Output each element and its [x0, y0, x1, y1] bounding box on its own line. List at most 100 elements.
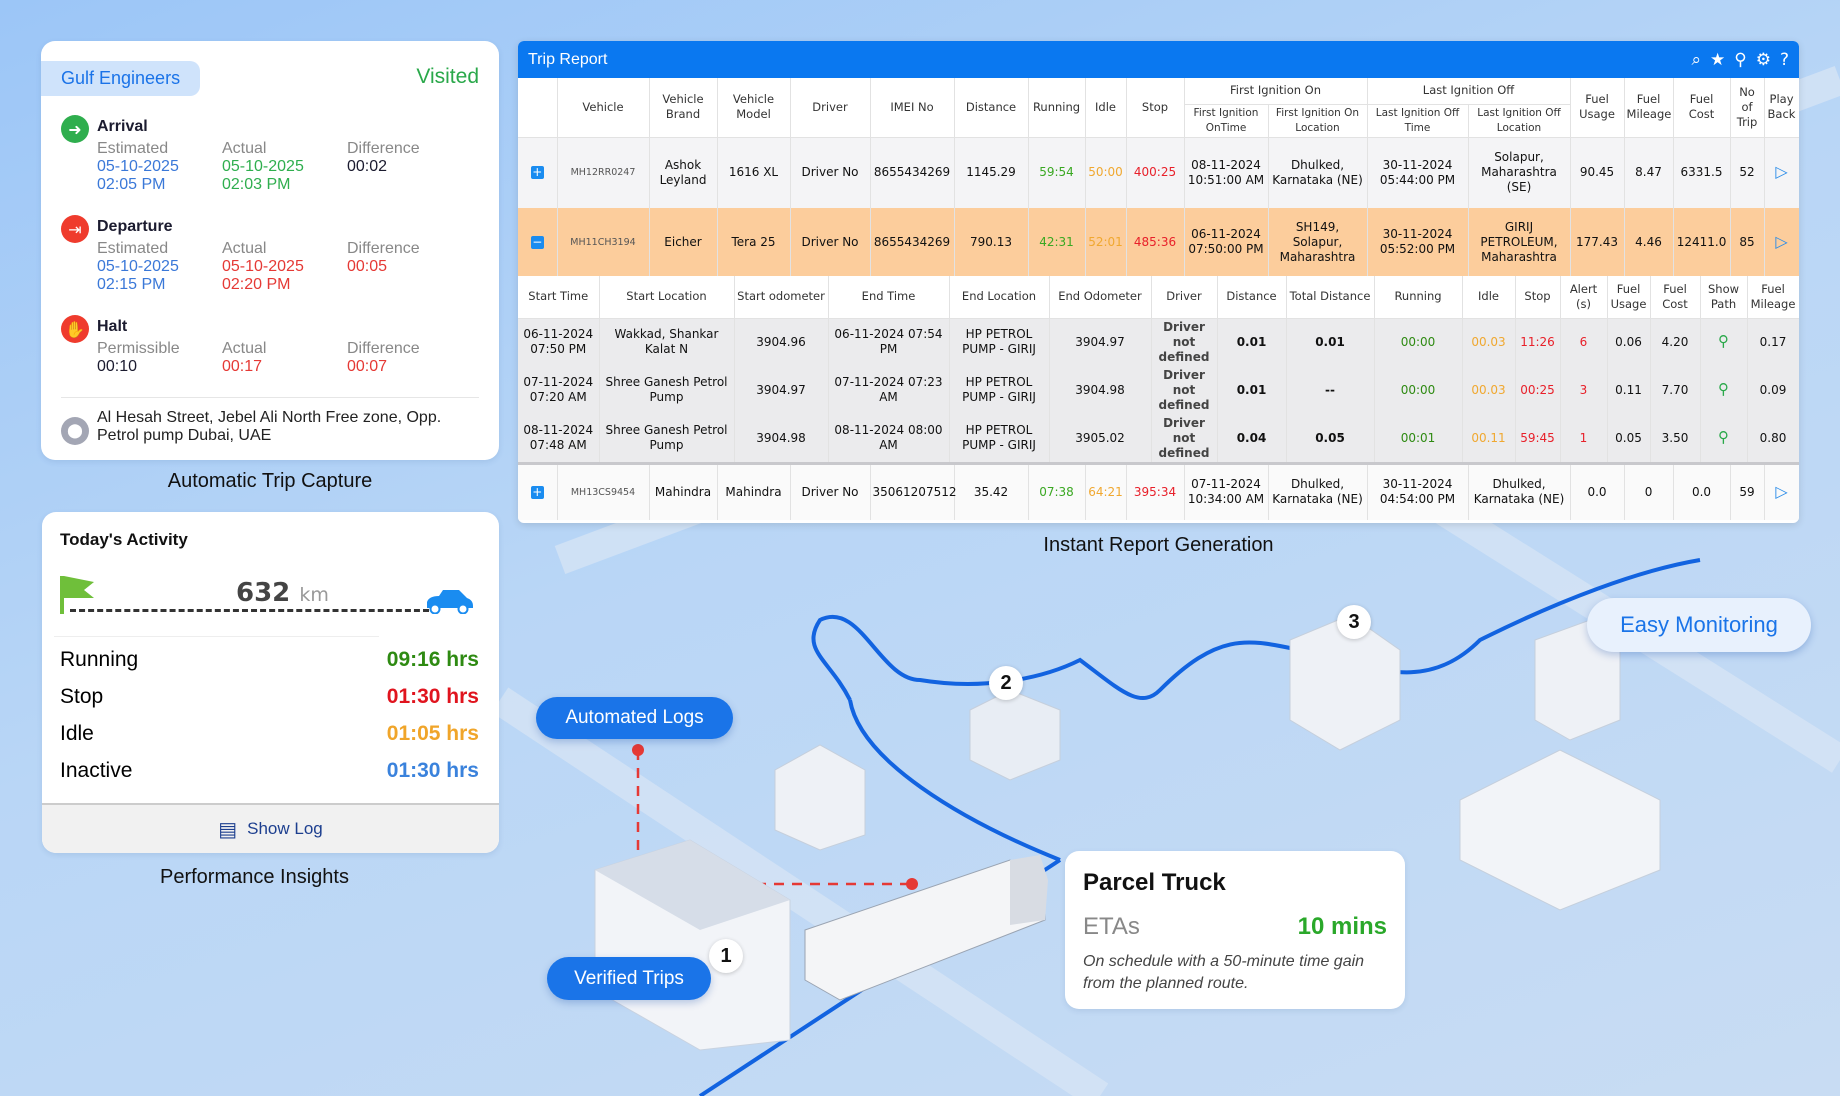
column-header: Stop	[1515, 276, 1561, 319]
distance-value: 632	[236, 578, 291, 608]
table-cell: 3904.98	[1049, 366, 1152, 414]
star-icon[interactable]: ★	[1710, 49, 1726, 70]
value: 01:30 hrs	[386, 759, 479, 782]
column-header[interactable]: IMEI No	[870, 78, 955, 138]
arrival-actual-time: 02:03 PM	[222, 176, 291, 193]
column-header[interactable]: Idle	[1085, 78, 1127, 138]
eta-value: 10 mins	[1297, 913, 1387, 940]
departure-icon: ⇥	[61, 215, 89, 243]
gear-icon[interactable]: ⚙	[1755, 49, 1771, 70]
table-cell: 8655434269	[870, 208, 955, 276]
table-cell: 11:26	[1515, 318, 1561, 366]
table-cell: GIRIJ PETROLEUM, Maharashtra	[1468, 208, 1571, 276]
table-cell: Driver No	[790, 137, 871, 208]
column-header[interactable]: Fuel Mileage	[1624, 78, 1674, 138]
search-icon[interactable]: ⌕	[1691, 49, 1702, 70]
show-log-button[interactable]: ▤ Show Log	[42, 803, 499, 853]
value: 01:05 hrs	[386, 722, 479, 745]
table-cell: 7.70	[1650, 366, 1701, 414]
route-pins-icon[interactable]: ⚲	[1718, 380, 1729, 398]
label: Running	[60, 648, 139, 671]
table-cell: 06-11-2024 07:50 PM	[518, 318, 600, 366]
table-cell: 30-11-2024 05:44:00 PM	[1367, 137, 1469, 208]
table-cell: 00:25	[1515, 366, 1561, 414]
column-header: Fuel Mileage	[1747, 276, 1799, 319]
trip-report-title: Trip Report	[528, 50, 608, 68]
table-cell: 0.01	[1217, 366, 1287, 414]
label: Estimated	[97, 140, 169, 157]
column-header[interactable]: Vehicle	[557, 78, 650, 138]
table-cell: 07:38	[1028, 463, 1086, 520]
route-pins-icon[interactable]: ⚲	[1718, 332, 1729, 351]
label: Actual	[222, 240, 267, 257]
sub-table-row-item: 06-11-2024 07:50 PM Wakkad, Shankar Kalat…	[518, 318, 1799, 366]
table-cell: 0.09	[1747, 366, 1799, 414]
car-icon	[425, 588, 475, 618]
route-pins-icon[interactable]: ⚲	[1718, 428, 1729, 446]
column-header: Total Distance	[1286, 276, 1375, 319]
table-cell: 35.42	[954, 463, 1029, 520]
table-cell: 0.01	[1217, 318, 1287, 366]
table-cell: 400:25	[1126, 137, 1185, 208]
table-cell: 0.0	[1673, 463, 1731, 520]
label: Permissible	[97, 340, 180, 357]
column-header[interactable]: Running	[1028, 78, 1086, 138]
departure-actual-date: 05-10-2025	[222, 258, 304, 275]
column-header: First Ignition On Location	[1268, 104, 1368, 138]
table-cell: 177.43	[1570, 208, 1625, 276]
column-header[interactable]: Play Back	[1764, 78, 1799, 138]
column-header: Driver	[1151, 276, 1218, 319]
table-cell: 0.01	[1286, 318, 1375, 366]
divider	[61, 397, 479, 398]
table-cell: Driver not defined	[1151, 414, 1218, 462]
label: Difference	[347, 340, 420, 357]
column-header: Last Ignition Off Location	[1468, 104, 1571, 138]
table-cell: SH149, Solapur, Maharashtra	[1268, 208, 1368, 276]
column-header: Idle	[1462, 276, 1516, 319]
sub-table-row-item: 08-11-2024 07:48 AM Shree Ganesh Petrol P…	[518, 414, 1799, 462]
activity-inactive: Inactive 01:30 hrs	[60, 759, 479, 783]
column-header	[518, 78, 558, 138]
column-header[interactable]: Distance	[954, 78, 1029, 138]
arrival-title: Arrival	[97, 118, 148, 135]
table-cell: MH12RR0247	[557, 137, 650, 208]
collapse-button[interactable]: −	[530, 234, 544, 249]
play-icon[interactable]: ▷	[1775, 162, 1788, 182]
departure-title: Departure	[97, 218, 173, 235]
play-icon[interactable]: ▷	[1775, 481, 1788, 501]
filter-icon[interactable]: ⚲	[1734, 49, 1747, 70]
table-cell: 06-11-2024 07:50:00 PM	[1184, 208, 1269, 276]
trip-detail-table: Start Time Start Location Start odometer En…	[518, 276, 1799, 462]
table-cell: 07-11-2024 07:23 AM	[828, 366, 950, 414]
expand-button[interactable]: +	[530, 165, 544, 180]
table-cell: 4.46	[1624, 208, 1674, 276]
column-header[interactable]: Vehicle Brand	[649, 78, 718, 138]
table-cell: --	[1286, 366, 1375, 414]
table-cell: 3904.96	[734, 318, 829, 366]
table-cell: 59	[1730, 463, 1765, 520]
table-cell: Eicher	[649, 208, 718, 276]
sub-table-row-item: 07-11-2024 07:20 AM Shree Ganesh Petrol P…	[518, 366, 1799, 414]
table-cell: Wakkad, Shankar Kalat N	[599, 318, 735, 366]
column-header[interactable]: Driver	[790, 78, 871, 138]
table-cell: 59:45	[1515, 414, 1561, 462]
expand-cell: +	[518, 463, 558, 520]
table-cell: Dhulked, Karnataka (NE)	[1268, 137, 1368, 208]
column-header[interactable]: Fuel Usage	[1570, 78, 1625, 138]
table-cell: 00.11	[1462, 414, 1516, 462]
location-pin-icon: ⬤	[61, 417, 89, 445]
column-header[interactable]: Fuel Cost	[1673, 78, 1731, 138]
label: Actual	[222, 340, 267, 357]
halt-permissible: 00:10	[97, 358, 138, 375]
play-icon[interactable]: ▷	[1775, 231, 1788, 251]
company-tag: Gulf Engineers	[41, 61, 201, 96]
table-row: + MH12RR0247 Ashok Leyland 1616 XL Driver No…	[518, 137, 1799, 208]
expand-button[interactable]: +	[530, 484, 544, 499]
table-cell: 3904.98	[734, 414, 829, 462]
column-header[interactable]: Vehicle Model	[717, 78, 791, 138]
table-cell: 1145.29	[954, 137, 1029, 208]
column-header[interactable]: No of Trip	[1730, 78, 1765, 138]
table-cell: Driver No	[790, 208, 871, 276]
column-header[interactable]: Stop	[1126, 78, 1185, 138]
help-icon[interactable]: ?	[1779, 49, 1789, 70]
